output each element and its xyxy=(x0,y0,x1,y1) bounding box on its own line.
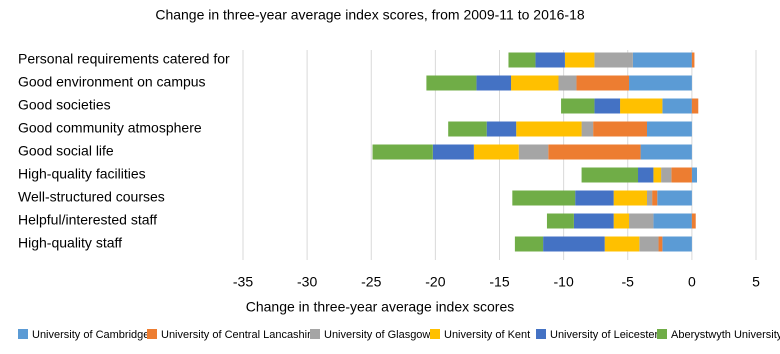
x-tick-label: -30 xyxy=(297,274,317,290)
bar-segment xyxy=(575,190,614,206)
bar-segment xyxy=(613,190,647,206)
bar-segment xyxy=(426,75,477,91)
legend-label: University of Leicester xyxy=(550,329,659,341)
bar-segment xyxy=(691,167,698,183)
bar-segment xyxy=(581,121,594,137)
category-label: Good environment on campus xyxy=(18,74,206,90)
bar-segment xyxy=(573,213,614,229)
bar-segment xyxy=(653,213,692,229)
x-tick-label: -5 xyxy=(622,274,635,290)
bar-segment xyxy=(508,52,536,68)
legend-swatch xyxy=(147,329,157,339)
bar-segment xyxy=(516,121,582,137)
legend-swatch xyxy=(657,329,667,339)
legend-label: Aberystwyth University xyxy=(671,329,780,341)
bar-segment xyxy=(558,75,577,91)
x-tick-label: -25 xyxy=(361,274,381,290)
bar-segment xyxy=(518,144,549,160)
bar-segment xyxy=(594,52,633,68)
bar-segment xyxy=(658,236,663,252)
bar-segment xyxy=(372,144,433,160)
bar-segment xyxy=(691,98,699,114)
bar-segment xyxy=(432,144,474,160)
bar-segment xyxy=(604,236,640,252)
bar-segment xyxy=(629,213,654,229)
bar-segment xyxy=(476,75,512,91)
bar-segment xyxy=(662,236,692,252)
bar-segment xyxy=(629,75,692,91)
legend-label: University of Cambridge xyxy=(32,329,149,341)
x-tick-label: -15 xyxy=(489,274,509,290)
bar-segment xyxy=(473,144,519,160)
bar-segment xyxy=(581,167,639,183)
chart-title: Change in three-year average index score… xyxy=(155,7,585,23)
category-label: Good social life xyxy=(18,143,114,159)
category-label: High-quality staff xyxy=(18,235,122,251)
legend-label: University of Kent xyxy=(444,329,530,341)
legend-swatch xyxy=(18,329,28,339)
bar-segment xyxy=(632,52,692,68)
bar-segment xyxy=(512,190,576,206)
bar-segment xyxy=(561,98,595,114)
x-tick-label: -35 xyxy=(233,274,253,290)
bar-segment xyxy=(594,98,621,114)
bar-segment xyxy=(646,190,653,206)
bar-segment xyxy=(593,121,647,137)
bar-segment xyxy=(546,213,574,229)
bar-segment xyxy=(638,167,654,183)
legend-swatch xyxy=(310,329,320,339)
bar-segment xyxy=(564,52,595,68)
legend-label: University of Central Lancashire xyxy=(161,329,317,341)
bar-segment xyxy=(653,167,662,183)
bar-segment xyxy=(691,52,695,68)
category-label: Good societies xyxy=(18,97,111,113)
category-label: Personal requirements catered for xyxy=(18,51,230,67)
x-tick-label: 5 xyxy=(752,274,760,290)
bar-segment xyxy=(657,190,692,206)
category-label: High-quality facilities xyxy=(18,166,146,182)
x-tick-label: 0 xyxy=(688,274,696,290)
legend-label: University of Glasgow xyxy=(324,329,430,341)
bar-segment xyxy=(511,75,559,91)
bar-segment xyxy=(576,75,630,91)
x-tick-label: -10 xyxy=(554,274,574,290)
bar-segment xyxy=(671,167,692,183)
bar-segment xyxy=(535,52,565,68)
bar-segment xyxy=(652,190,658,206)
bar-segment xyxy=(639,236,659,252)
category-label: Helpful/interested staff xyxy=(18,212,157,228)
x-tick-label: -20 xyxy=(425,274,445,290)
bar-segment xyxy=(646,121,692,137)
bar-segment xyxy=(620,98,663,114)
bar-segment xyxy=(661,167,672,183)
bar-segment xyxy=(613,213,630,229)
category-label: Good community atmosphere xyxy=(18,120,202,136)
legend-swatch xyxy=(536,329,546,339)
bar-segment xyxy=(548,144,641,160)
bar-segment xyxy=(486,121,517,137)
legend-swatch xyxy=(430,329,440,339)
bar-segment xyxy=(691,213,696,229)
x-axis-label: Change in three-year average index score… xyxy=(246,299,515,315)
bar-segment xyxy=(543,236,605,252)
category-label: Well-structured courses xyxy=(18,189,165,205)
bar-segment xyxy=(640,144,692,160)
bar-segment xyxy=(662,98,692,114)
bar-segment xyxy=(448,121,487,137)
bar-segment xyxy=(514,236,544,252)
